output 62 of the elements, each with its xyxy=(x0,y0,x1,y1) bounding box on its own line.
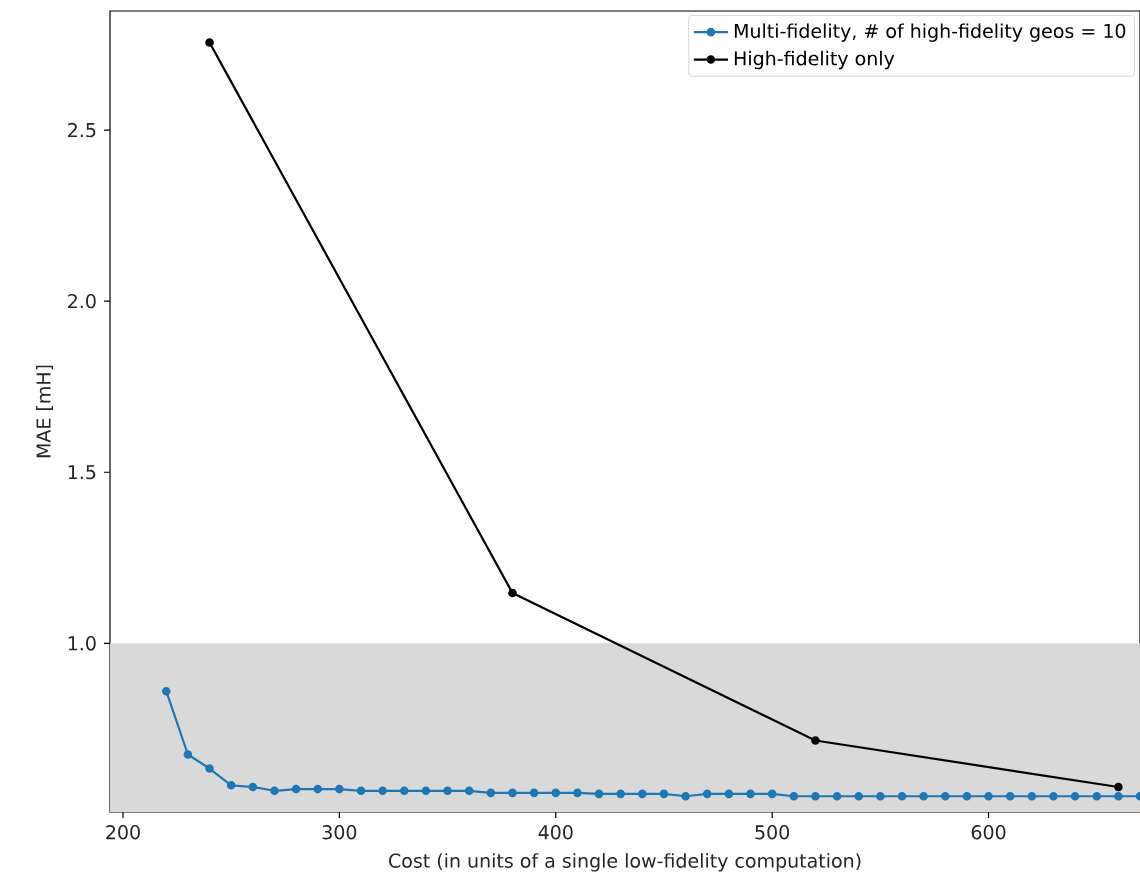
x-tick-label: 300 xyxy=(322,825,357,840)
y-axis-title: MAE [mH] xyxy=(36,365,53,458)
point xyxy=(1114,791,1123,801)
point xyxy=(724,789,734,799)
y-tick-label: 1.0 xyxy=(68,636,96,651)
point xyxy=(443,786,452,796)
point xyxy=(1070,791,1080,801)
point xyxy=(508,588,517,598)
point xyxy=(291,784,301,794)
point xyxy=(789,791,799,801)
y-tick-label: 2.5 xyxy=(68,122,96,138)
point xyxy=(1092,791,1102,801)
point xyxy=(529,788,539,798)
point xyxy=(832,791,842,801)
point xyxy=(962,791,972,801)
point xyxy=(940,791,950,801)
point xyxy=(1005,791,1015,801)
point xyxy=(464,786,474,796)
point xyxy=(854,791,864,801)
point xyxy=(638,789,647,799)
x-tick-label: 500 xyxy=(755,825,790,840)
x-tick-label: 200 xyxy=(106,825,140,840)
point xyxy=(161,686,171,696)
point xyxy=(1049,791,1058,801)
x-tick-label: 400 xyxy=(538,825,573,840)
point xyxy=(984,791,993,801)
y-tick-label: 1.5 xyxy=(68,465,96,480)
legend-label: Multi-fidelity, # of high-fidelity geos = 10 xyxy=(734,23,1126,42)
legend-label: High-fidelity only xyxy=(734,50,895,70)
point xyxy=(1027,791,1037,801)
x-tick-label: 600 xyxy=(971,825,1006,840)
point xyxy=(659,789,669,799)
point xyxy=(594,789,604,799)
point xyxy=(248,782,258,792)
x-axis-title: Cost (in units of a single low-fidelity computation) xyxy=(389,853,861,872)
point xyxy=(270,786,279,796)
point xyxy=(811,736,820,745)
point xyxy=(746,789,755,799)
point xyxy=(508,788,517,798)
point xyxy=(205,764,214,773)
point xyxy=(205,38,214,47)
point xyxy=(399,786,409,796)
point xyxy=(919,791,928,801)
point xyxy=(378,786,387,796)
point xyxy=(1114,782,1123,792)
point xyxy=(616,789,625,799)
point xyxy=(183,750,193,759)
point xyxy=(573,788,582,798)
point xyxy=(702,789,712,799)
point xyxy=(681,791,690,801)
point xyxy=(551,788,561,798)
point xyxy=(767,789,777,799)
point xyxy=(897,791,907,801)
point xyxy=(421,786,431,796)
point xyxy=(811,791,820,801)
point xyxy=(356,786,366,796)
point xyxy=(226,781,236,790)
point xyxy=(486,788,496,798)
point xyxy=(335,784,344,794)
y-tick-label: 2.0 xyxy=(68,293,96,309)
point xyxy=(876,791,885,801)
point xyxy=(313,784,323,794)
